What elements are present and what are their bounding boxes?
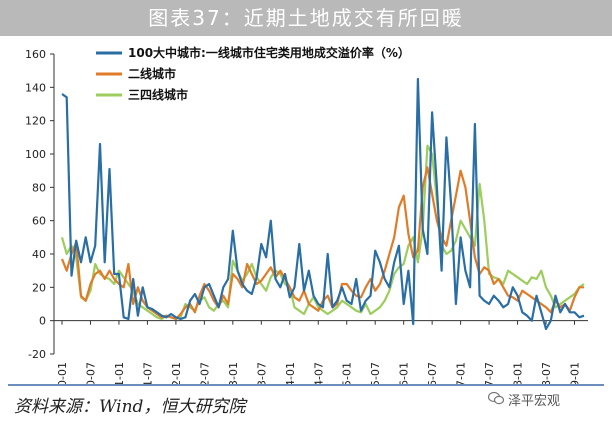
x-tick-label: 2016-01	[398, 362, 411, 384]
wechat-icon	[488, 391, 504, 405]
legend-label-series-1: 100大中城市:一线城市住宅类用地成交溢价率（%）	[128, 45, 410, 60]
y-tick-label: 160	[25, 48, 46, 61]
x-tick-label: 2012-01	[170, 362, 183, 384]
x-tick-label: 2016-07	[426, 362, 439, 384]
x-tick-label: 2011-01	[113, 362, 126, 384]
y-tick-label: 120	[25, 115, 46, 128]
x-tick-label: 2013-07	[255, 362, 268, 384]
chart: -20 0 20 40 60 80 100 120 140 160 2010-01 2010-07 20…	[25, 45, 588, 384]
series-line-1	[61, 77, 585, 331]
legend-label-series-2: 二线城市	[128, 66, 176, 81]
x-tick-label: 2013-01	[227, 362, 240, 384]
source-note: 资料来源：Wind，恒大研究院	[14, 397, 246, 417]
legend-label-series-3: 三四线城市	[128, 87, 188, 102]
x-tick-label: 2010-01	[56, 362, 69, 384]
x-tick-label: 2010-07	[84, 362, 97, 384]
y-tick-label: -20	[28, 348, 46, 361]
x-tick-label: 2017-07	[483, 362, 496, 384]
y-tick-label: 80	[32, 181, 46, 194]
page-title: 图表37：近期土地成交有所回暖	[148, 6, 464, 30]
y-tick-label: 100	[25, 148, 46, 161]
title-bar	[0, 0, 612, 36]
y-tick-label: 140	[25, 81, 46, 94]
x-tick-label: 2019-01	[569, 362, 582, 384]
x-tick-label: 2011-07	[141, 362, 154, 384]
legend: 100大中城市:一线城市住宅类用地成交溢价率（%） 二线城市 三四线城市	[96, 45, 410, 102]
y-tick-label: 40	[32, 248, 46, 261]
x-tick-label: 2017-01	[455, 362, 468, 384]
x-tick-label: 2015-01	[341, 362, 354, 384]
x-tick-label: 2018-01	[512, 362, 525, 384]
y-tick-label: 60	[32, 215, 46, 228]
bottom-rule	[8, 384, 604, 386]
series-line-3	[60, 144, 585, 321]
x-tick-label: 2012-07	[198, 362, 211, 384]
y-tick-label: 0	[39, 315, 46, 328]
x-tick-label: 2015-07	[369, 362, 382, 384]
y-tick-label: 20	[32, 281, 46, 294]
series-lines	[60, 77, 585, 331]
x-tick-label: 2018-07	[540, 362, 553, 384]
watermark: 泽平宏观	[508, 394, 561, 409]
axes: -20 0 20 40 60 80 100 120 140 160 2010-01 2010-07 20…	[25, 48, 588, 384]
